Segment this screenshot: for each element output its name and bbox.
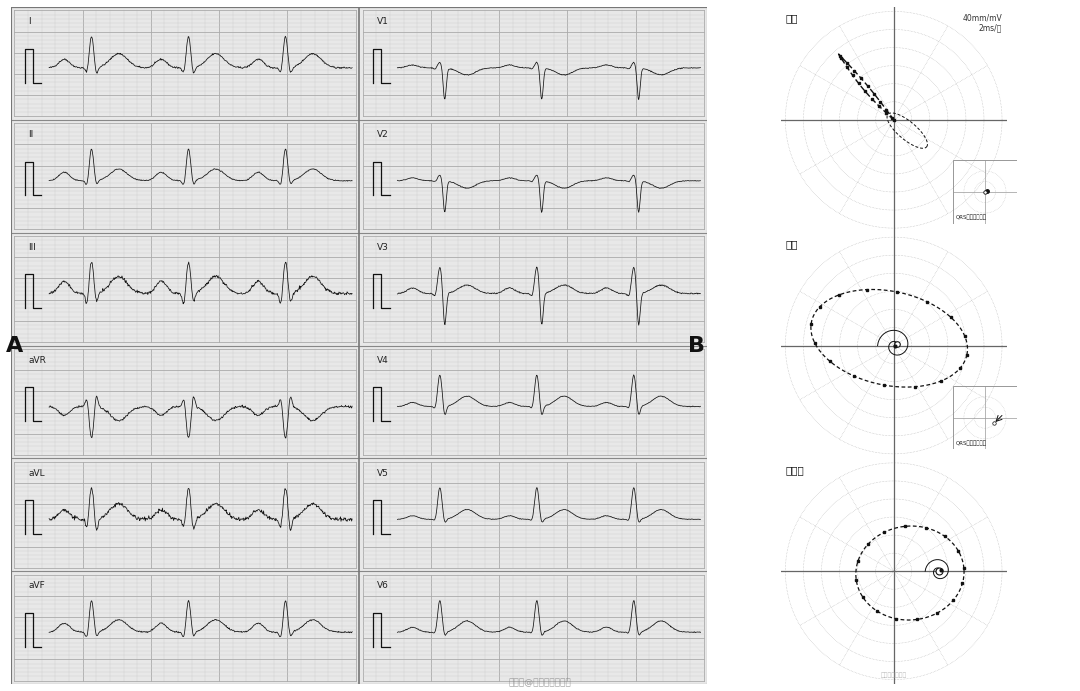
Text: V5: V5 [377,468,389,477]
Text: aVL: aVL [28,468,45,477]
Text: I: I [28,17,31,26]
Text: 搜狐号@朱晓晓心电资讯: 搜狐号@朱晓晓心电资讯 [509,679,571,688]
Text: 右侧面: 右侧面 [785,464,805,475]
Text: V4: V4 [377,356,389,365]
Text: 额面: 额面 [785,13,798,23]
Text: aVR: aVR [28,356,46,365]
Text: QRS环起始和终末: QRS环起始和终末 [956,215,986,220]
Text: 朱晓晓心电资讯: 朱晓晓心电资讯 [880,672,907,678]
Text: A: A [5,336,23,355]
Text: III: III [28,243,36,252]
Text: QRS环起始和终末: QRS环起始和终末 [956,441,986,446]
Text: aVF: aVF [28,581,45,590]
Text: V3: V3 [377,243,389,252]
Text: II: II [28,130,33,139]
Text: 40mm/mV
2ms/点: 40mm/mV 2ms/点 [962,13,1002,32]
Text: B: B [688,336,705,355]
Text: V1: V1 [377,17,389,26]
Text: V6: V6 [377,581,389,590]
Text: 横面: 横面 [785,239,798,249]
Text: V2: V2 [377,130,389,139]
